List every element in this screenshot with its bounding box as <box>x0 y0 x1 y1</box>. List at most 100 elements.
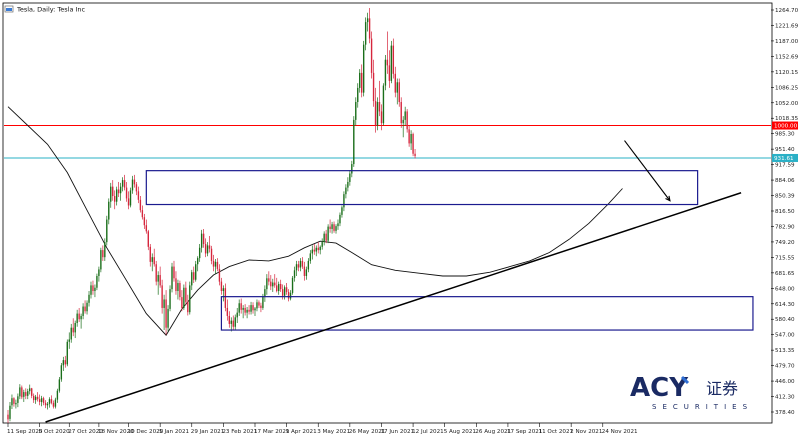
candle <box>193 266 195 284</box>
candle-body <box>117 189 120 194</box>
y-tick-label: 547.00 <box>775 333 795 339</box>
candle <box>70 323 72 343</box>
candle-body <box>40 398 43 402</box>
candle <box>376 97 379 131</box>
candle <box>80 313 82 329</box>
candle <box>58 377 61 393</box>
x-tick-label: 5 Aug 2021 <box>444 429 477 435</box>
candle-body <box>208 245 211 249</box>
candle-body <box>149 246 151 262</box>
candle-body <box>23 392 25 397</box>
candle-body <box>82 306 84 316</box>
candle-body <box>351 164 353 174</box>
y-tick-label: 614.30 <box>775 302 795 308</box>
candle <box>394 66 396 98</box>
candle-body <box>32 395 35 401</box>
candle <box>303 261 306 281</box>
candle-body <box>274 282 276 286</box>
candle-body <box>216 261 219 269</box>
candle-body <box>80 315 82 320</box>
candle <box>285 283 288 295</box>
candle-body <box>283 287 286 296</box>
candle <box>200 229 203 253</box>
candle <box>386 31 389 74</box>
y-tick-label: 681.65 <box>775 271 795 277</box>
candle-body <box>44 402 47 406</box>
x-tick-label: 23 Feb 2021 <box>222 429 257 435</box>
candle-body <box>291 277 294 293</box>
candle <box>198 244 201 262</box>
candle <box>279 279 282 292</box>
candle-body <box>362 44 365 93</box>
candle-body <box>139 199 142 211</box>
candle-body <box>185 287 187 302</box>
candle <box>345 184 347 199</box>
candle <box>13 397 15 407</box>
candle <box>276 277 278 293</box>
candle <box>202 228 205 248</box>
y-tick-label: 782.90 <box>775 224 795 230</box>
candle-body <box>13 398 15 404</box>
candle <box>153 248 155 267</box>
candle <box>216 258 219 272</box>
candle-body <box>238 303 240 313</box>
candle-body <box>386 59 389 66</box>
candle <box>238 299 240 316</box>
candle-body <box>92 285 94 292</box>
candle-body <box>311 249 314 254</box>
candle <box>222 285 225 302</box>
candle <box>224 283 227 312</box>
candle <box>157 271 159 295</box>
candle-body <box>119 186 122 194</box>
candle <box>139 196 142 213</box>
candle-body <box>167 308 169 328</box>
candle <box>355 97 357 126</box>
candle <box>46 401 49 410</box>
candle-body <box>400 102 402 124</box>
y-tick-label: 1187.00 <box>775 39 799 45</box>
candle <box>274 274 276 288</box>
candle-body <box>309 253 312 261</box>
candle <box>155 260 157 286</box>
candle-body <box>173 266 175 279</box>
candle-body <box>250 305 252 312</box>
candle <box>117 181 120 197</box>
candle-body <box>210 248 213 261</box>
brand-logo: ACY 证券 SECURITIES <box>630 373 747 411</box>
candle-body <box>29 388 31 392</box>
candle-body <box>70 327 72 340</box>
candle-body <box>90 285 92 295</box>
candle-body <box>78 313 80 320</box>
candle <box>90 281 92 299</box>
candle-body <box>232 320 234 327</box>
plot-frame <box>2 2 773 424</box>
candle-body <box>380 111 383 124</box>
y-tick-label: 648.00 <box>775 286 795 292</box>
candle <box>313 244 315 255</box>
candle <box>167 305 169 332</box>
candle-body <box>378 102 381 112</box>
y-tick-label: 1221.69 <box>775 23 799 29</box>
candle <box>189 281 191 315</box>
candle-body <box>66 341 68 365</box>
candle <box>414 149 416 159</box>
candle-body <box>279 283 282 290</box>
candle <box>372 59 375 107</box>
candle <box>337 219 339 230</box>
candle <box>15 399 17 409</box>
candle <box>388 50 391 88</box>
candle-body <box>256 302 258 309</box>
lower-zone <box>220 296 754 331</box>
candle <box>212 254 215 272</box>
candle-body <box>230 320 232 324</box>
candle-body <box>145 225 148 232</box>
x-tick-label: 24 Nov 2021 <box>602 429 638 435</box>
candle <box>133 174 136 188</box>
candle <box>309 250 312 264</box>
candle <box>248 305 250 315</box>
candle <box>187 294 189 316</box>
candle <box>7 409 9 424</box>
candle <box>359 69 361 93</box>
candle-body <box>179 283 181 298</box>
